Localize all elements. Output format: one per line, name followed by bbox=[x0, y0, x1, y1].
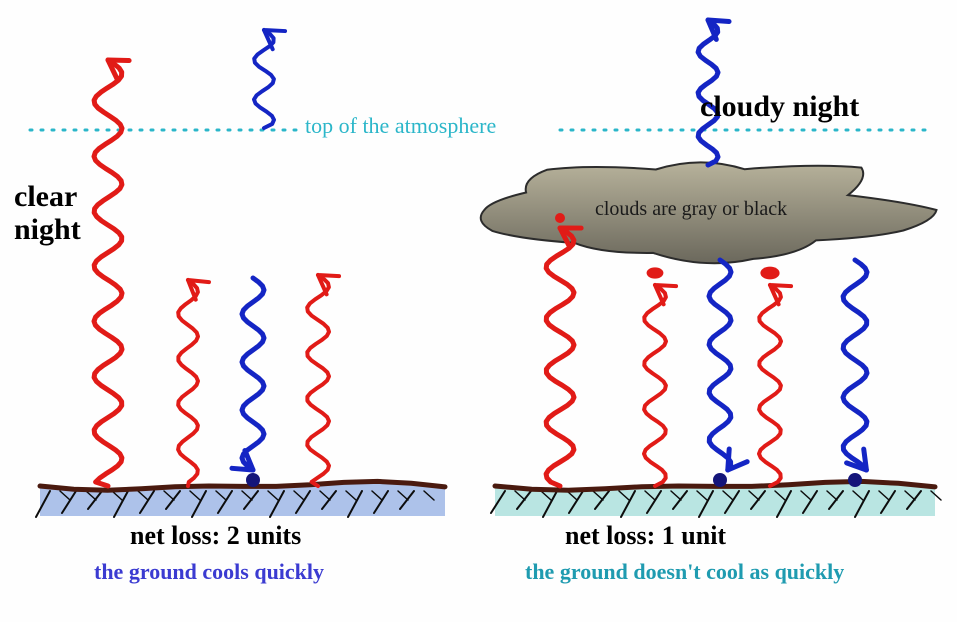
clear-cool-label: the ground cools quickly bbox=[94, 560, 324, 584]
cloudy-net-loss: net loss: 1 unit bbox=[565, 522, 726, 551]
diagram-stage: top of the atmosphere clear night cloudy… bbox=[0, 0, 957, 622]
clear-net-loss: net loss: 2 units bbox=[130, 522, 301, 551]
atmosphere-label: top of the atmosphere bbox=[305, 114, 496, 138]
cloudy-night-title: cloudy night bbox=[700, 90, 859, 123]
clear-night-title: clear night bbox=[14, 180, 81, 246]
cloud-label: clouds are gray or black bbox=[595, 198, 787, 220]
cloudy-cool-label: the ground doesn't cool as quickly bbox=[525, 560, 844, 584]
